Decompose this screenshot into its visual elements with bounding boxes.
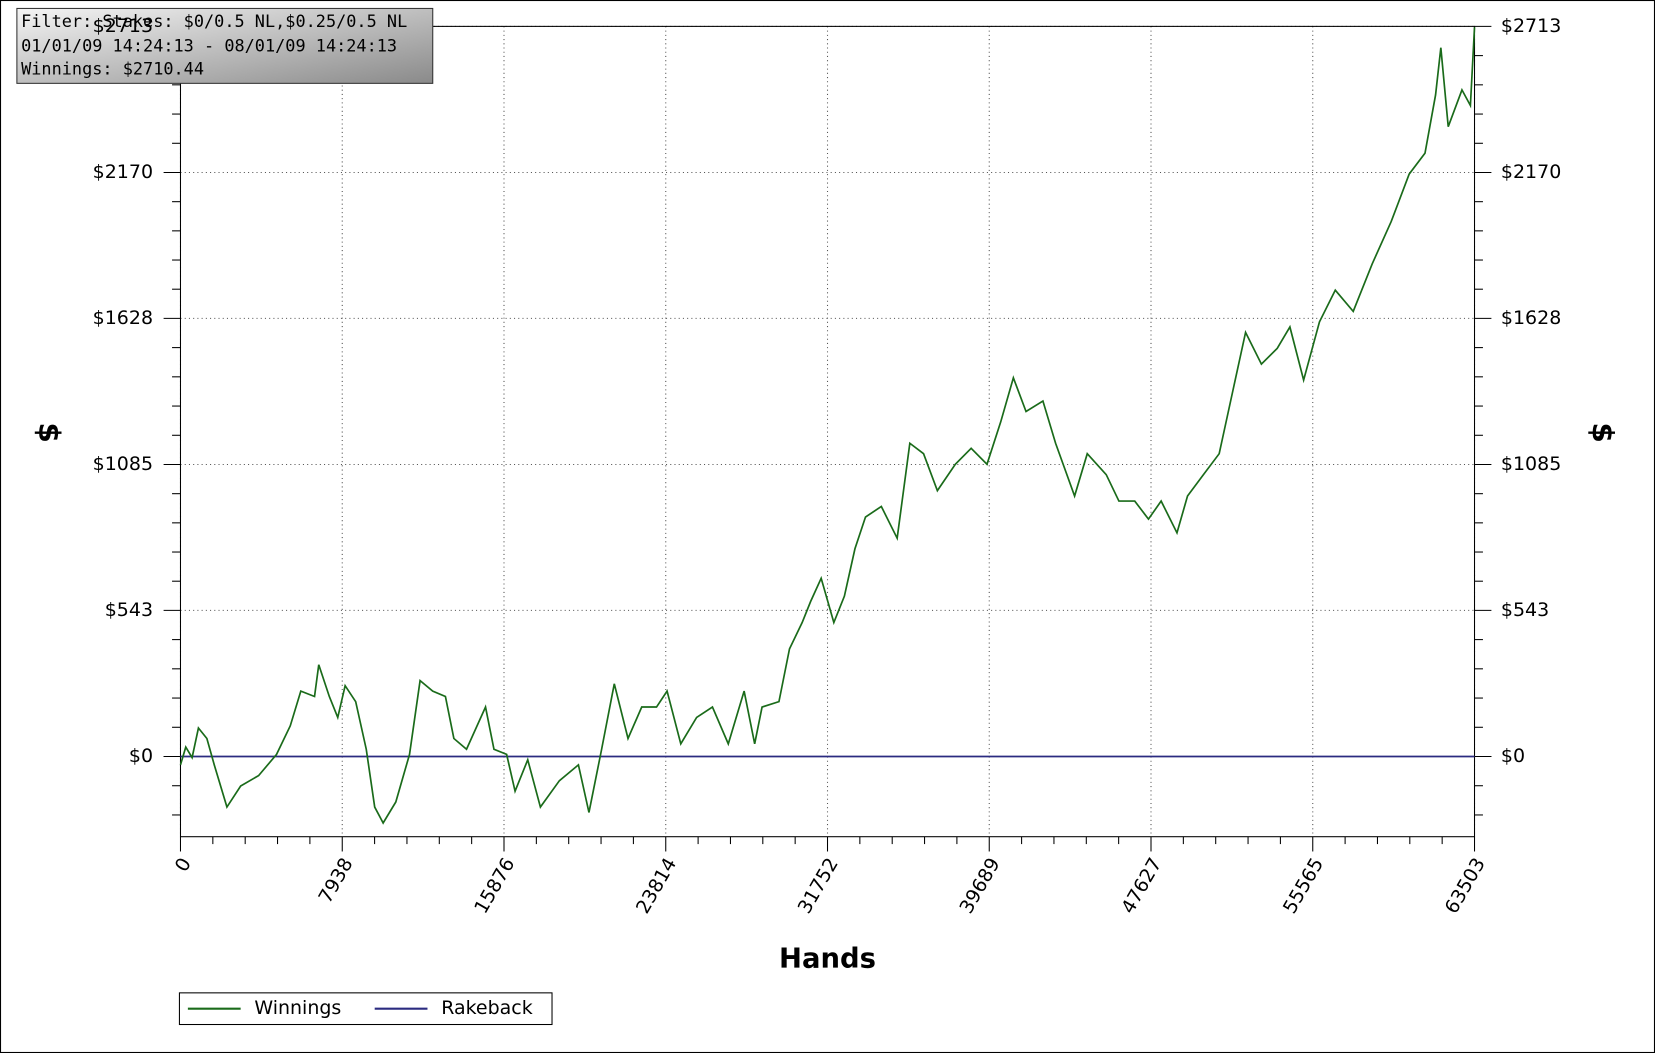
y-axis-label: $ — [32, 422, 66, 443]
y-tick-label: $2713 — [93, 15, 153, 37]
legend-label: Winnings — [254, 997, 341, 1019]
y-tick-label: $2170 — [93, 161, 153, 183]
y-tick-label: $0 — [129, 745, 153, 767]
y-tick-label: $1085 — [93, 453, 153, 475]
y2-tick-label: $2170 — [1501, 161, 1561, 183]
x-axis-label: Hands — [779, 944, 876, 975]
y-tick-label: $543 — [105, 599, 153, 621]
legend-label: Rakeback — [441, 997, 533, 1019]
y2-tick-label: $2713 — [1501, 15, 1561, 37]
info-line: Filter: Stakes: $0/0.5 NL,$0.25/0.5 NL — [21, 11, 407, 31]
y2-tick-label: $543 — [1501, 599, 1549, 621]
y2-tick-label: $1085 — [1501, 453, 1561, 475]
y2-axis-label: $ — [1586, 422, 1620, 443]
info-box — [16, 7, 434, 84]
info-line: Winnings: $2710.44 — [21, 59, 204, 79]
line-series — [179, 27, 1476, 825]
plot-area — [163, 25, 1492, 852]
y-tick-label: $1628 — [93, 307, 153, 329]
legend — [178, 992, 553, 1026]
y2-tick-label: $0 — [1501, 745, 1525, 767]
info-line: 01/01/09 14:24:13 - 08/01/09 14:24:13 — [21, 35, 397, 55]
y2-tick-label: $1628 — [1501, 307, 1561, 329]
